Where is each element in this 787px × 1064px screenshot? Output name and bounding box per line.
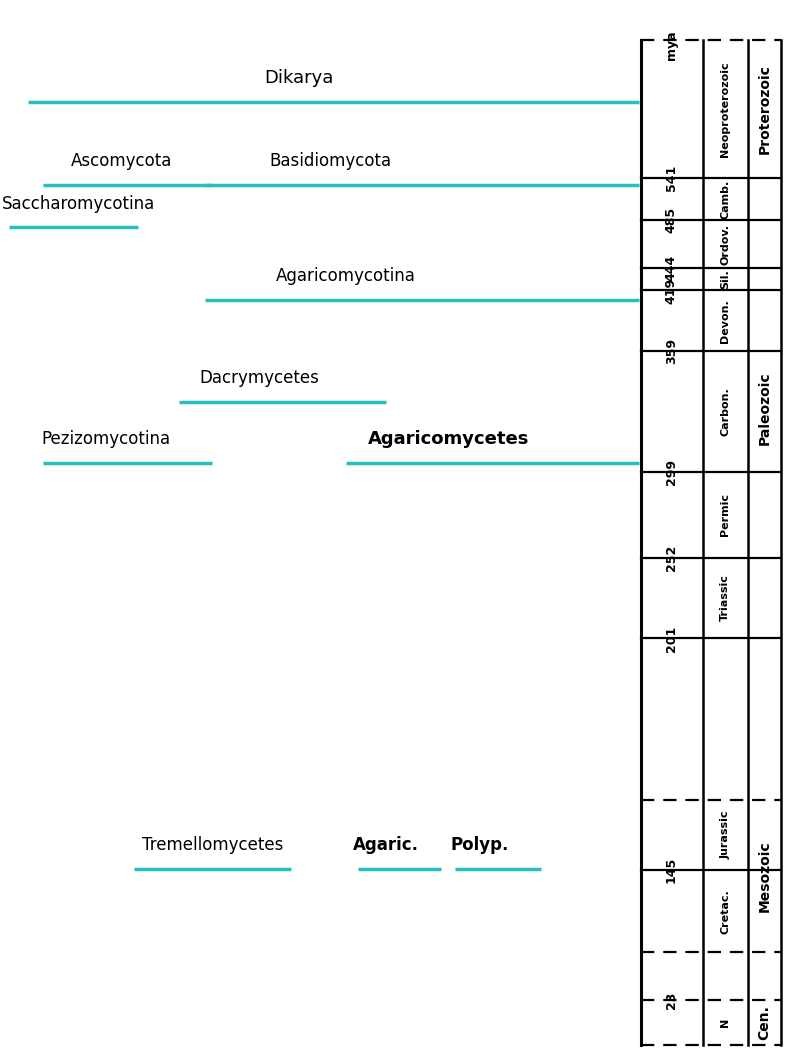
- Text: Mesozoic: Mesozoic: [758, 841, 771, 912]
- Text: Pezizomycotina: Pezizomycotina: [42, 430, 171, 448]
- Text: Agaricomycotina: Agaricomycotina: [276, 267, 416, 285]
- Text: Polyp.: Polyp.: [451, 836, 509, 854]
- Text: Sil.: Sil.: [720, 269, 730, 289]
- Text: 359: 359: [665, 338, 678, 364]
- Text: 541: 541: [665, 165, 678, 190]
- Text: Devon.: Devon.: [720, 299, 730, 343]
- Text: Dikarya: Dikarya: [264, 69, 334, 87]
- Text: Tremellomycetes: Tremellomycetes: [142, 836, 283, 854]
- Text: Cen.: Cen.: [758, 1005, 771, 1040]
- Text: Neoproterozoic: Neoproterozoic: [720, 62, 730, 156]
- Text: Agaricomycetes: Agaricomycetes: [368, 430, 530, 448]
- Text: Saccharomycotina: Saccharomycotina: [2, 195, 155, 213]
- Text: Dacrymycetes: Dacrymycetes: [200, 369, 320, 387]
- Text: Carbon.: Carbon.: [720, 387, 730, 436]
- Text: 23: 23: [665, 992, 678, 1009]
- Text: Agaric.: Agaric.: [353, 836, 419, 854]
- Text: 145: 145: [665, 858, 678, 883]
- Text: 444: 444: [665, 255, 678, 281]
- Text: Triassic: Triassic: [720, 575, 730, 621]
- Text: Ordov.: Ordov.: [720, 223, 730, 265]
- Text: Ascomycota: Ascomycota: [72, 152, 172, 170]
- Text: N: N: [720, 1018, 730, 1027]
- Text: Camb.: Camb.: [720, 180, 730, 218]
- Text: Jurassic: Jurassic: [720, 811, 730, 860]
- Text: mya: mya: [665, 30, 678, 60]
- Text: 485: 485: [665, 207, 678, 233]
- Text: Paleozoic: Paleozoic: [758, 371, 771, 445]
- Text: Cretac.: Cretac.: [720, 888, 730, 934]
- Text: Basidiomycota: Basidiomycota: [269, 152, 392, 170]
- Text: Proterozoic: Proterozoic: [758, 64, 771, 154]
- Text: 252: 252: [665, 545, 678, 570]
- Text: 299: 299: [665, 460, 678, 485]
- Text: Permic: Permic: [720, 494, 730, 536]
- Text: 419: 419: [665, 278, 678, 303]
- Text: 201: 201: [665, 626, 678, 651]
